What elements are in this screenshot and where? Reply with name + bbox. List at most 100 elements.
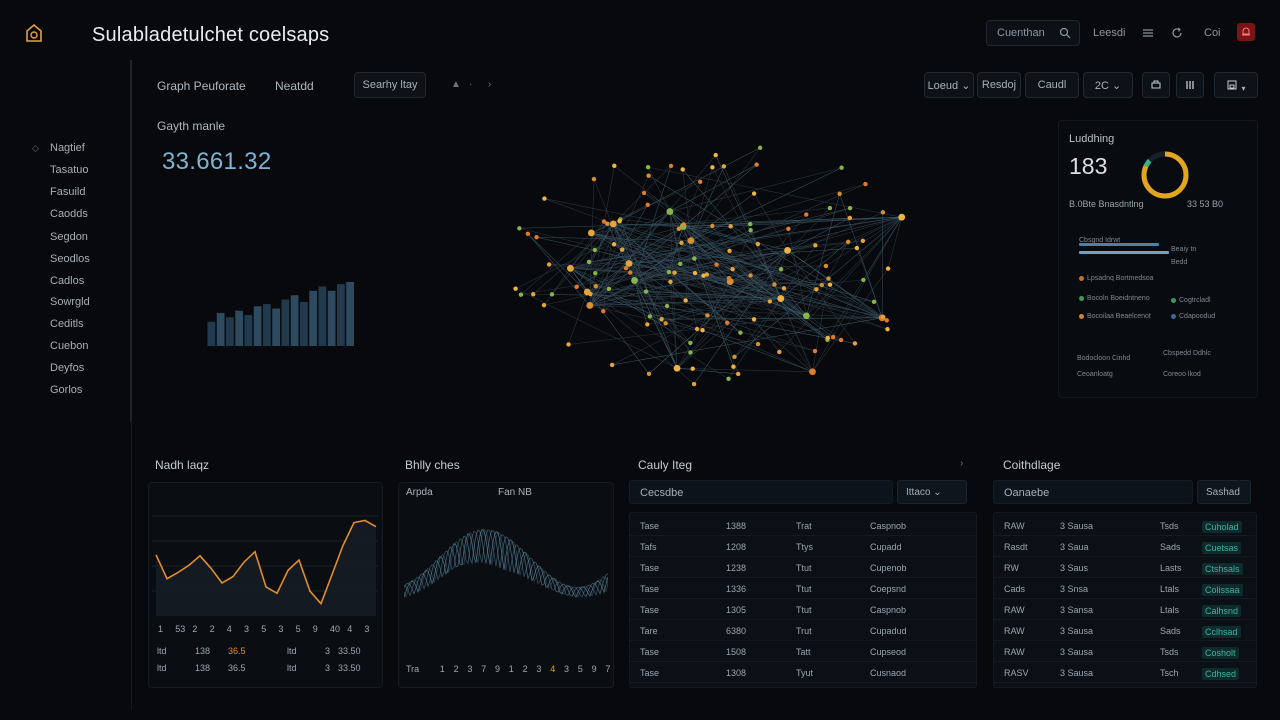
tab-other[interactable]: Neatdd	[275, 79, 314, 93]
graph-node[interactable]	[813, 243, 818, 248]
graph-node[interactable]	[588, 291, 593, 297]
graph-node[interactable]	[542, 196, 547, 201]
graph-node[interactable]	[724, 320, 730, 325]
graph-node[interactable]	[606, 286, 612, 292]
graph-node[interactable]	[884, 318, 889, 323]
graph-node[interactable]	[704, 272, 710, 277]
graph-node[interactable]	[593, 270, 598, 276]
toolbar-button-3[interactable]: Caudl	[1025, 72, 1079, 98]
graph-node[interactable]	[713, 152, 718, 158]
card3-dropdown[interactable]: Ittaco ⌄	[897, 480, 967, 504]
table-row[interactable]: Tase 1238 Ttut Cupenob	[630, 557, 976, 578]
graph-node[interactable]	[852, 341, 858, 346]
graph-node[interactable]	[513, 286, 518, 291]
graph-node[interactable]	[587, 229, 595, 237]
graph-node[interactable]	[574, 284, 579, 290]
graph-node[interactable]	[772, 282, 777, 287]
search-input[interactable]: Cuenthan	[986, 20, 1080, 46]
graph-node[interactable]	[612, 163, 617, 169]
graph-node[interactable]	[845, 239, 851, 245]
graph-node[interactable]	[748, 273, 753, 278]
graph-node[interactable]	[664, 303, 670, 309]
graph-node[interactable]	[803, 312, 810, 320]
graph-node[interactable]	[777, 295, 785, 302]
graph-node[interactable]	[531, 292, 536, 297]
sidebar-item-6[interactable]: Seodlos	[50, 253, 90, 265]
table-row[interactable]: Tase 1508 Tatt Cupseod	[630, 641, 976, 662]
graph-node[interactable]	[754, 162, 759, 167]
card3-filter[interactable]: Cecsdbe	[629, 480, 893, 504]
graph-node[interactable]	[692, 270, 698, 276]
table-row[interactable]: RAW 3 Sausa Sads Cclhsad	[994, 620, 1256, 641]
card4-dropdown[interactable]: Sashad	[1197, 480, 1251, 504]
card4-filter[interactable]: Oanaebe	[993, 480, 1193, 504]
graph-node[interactable]	[601, 308, 606, 314]
graph-node[interactable]	[645, 165, 651, 170]
graph-node[interactable]	[786, 226, 791, 232]
sidebar-item-4[interactable]: Caodds	[50, 208, 88, 220]
graph-node[interactable]	[731, 364, 736, 369]
card3-chevron-icon[interactable]: ›	[960, 458, 964, 469]
graph-node[interactable]	[645, 322, 650, 327]
graph-node[interactable]	[730, 266, 735, 272]
graph-node[interactable]	[778, 267, 784, 272]
graph-node[interactable]	[830, 334, 836, 340]
graph-node[interactable]	[694, 326, 700, 332]
table-row[interactable]: RAW 3 Sansa Ltals Calhsnd	[994, 599, 1256, 620]
graph-node[interactable]	[666, 208, 674, 215]
graph-node[interactable]	[726, 275, 732, 281]
graph-node[interactable]	[705, 313, 710, 318]
graph-node[interactable]	[647, 314, 653, 319]
graph-node[interactable]	[609, 220, 617, 228]
graph-node[interactable]	[738, 330, 743, 335]
sidebar-item-3[interactable]: Fasuild	[50, 186, 85, 198]
graph-node[interactable]	[518, 292, 524, 297]
table-row[interactable]: Rasdt 3 Saua Sads Cuetsas	[994, 536, 1256, 557]
sidebar-item-11[interactable]: Deyfos	[50, 362, 84, 374]
graph-node[interactable]	[701, 273, 706, 278]
table-row[interactable]: Tase 1336 Ttut Coepsnd	[630, 578, 976, 599]
table-row[interactable]: Tase 1388 Trat Caspnob	[630, 515, 976, 536]
graph-node[interactable]	[700, 328, 705, 333]
header-link-1[interactable]: Leesdi	[1093, 27, 1126, 39]
graph-node[interactable]	[847, 205, 853, 211]
export-button[interactable]: ▾	[1214, 72, 1258, 98]
search-button[interactable]: Searhy ltay	[354, 72, 426, 98]
graph-node[interactable]	[871, 299, 877, 305]
table-row[interactable]: Tafs 1208 Ttys Cupadd	[630, 536, 976, 557]
graph-node[interactable]	[819, 282, 825, 288]
graph-node[interactable]	[809, 368, 816, 376]
nav-up-icon[interactable]: ▲	[451, 79, 461, 90]
graph-node[interactable]	[804, 212, 809, 217]
graph-node[interactable]	[623, 265, 629, 271]
graph-node[interactable]	[620, 247, 625, 252]
graph-node[interactable]	[747, 221, 753, 227]
graph-node[interactable]	[880, 314, 886, 320]
graph-node[interactable]	[860, 238, 866, 244]
graph-node[interactable]	[681, 222, 686, 227]
sidebar-item-8[interactable]: Sowrgld	[50, 296, 90, 308]
graph-node[interactable]	[617, 218, 622, 224]
graph-node[interactable]	[898, 213, 906, 221]
graph-node[interactable]	[663, 321, 668, 326]
graph-node[interactable]	[534, 234, 539, 240]
graph-node[interactable]	[812, 348, 818, 354]
sidebar-item-2[interactable]: Tasatuo	[50, 164, 89, 176]
graph-node[interactable]	[646, 371, 652, 377]
graph-node[interactable]	[825, 335, 830, 341]
graph-node[interactable]	[710, 165, 715, 170]
graph-node[interactable]	[659, 316, 664, 322]
graph-node[interactable]	[784, 246, 791, 254]
graph-node[interactable]	[672, 270, 677, 275]
toolbar-button-1[interactable]: Loeud ⌄	[924, 72, 974, 98]
graph-node[interactable]	[726, 376, 731, 382]
graph-node[interactable]	[751, 317, 757, 322]
refresh-icon[interactable]	[1170, 26, 1184, 40]
graph-node[interactable]	[732, 354, 737, 359]
graph-node[interactable]	[751, 191, 757, 196]
sidebar-item-10[interactable]: Cuebon	[50, 340, 89, 352]
graph-node[interactable]	[643, 289, 649, 294]
graph-node[interactable]	[586, 259, 592, 265]
home-logo-icon[interactable]	[22, 21, 46, 45]
table-row[interactable]: RAW 3 Sausa Tsds Cosholt	[994, 641, 1256, 662]
